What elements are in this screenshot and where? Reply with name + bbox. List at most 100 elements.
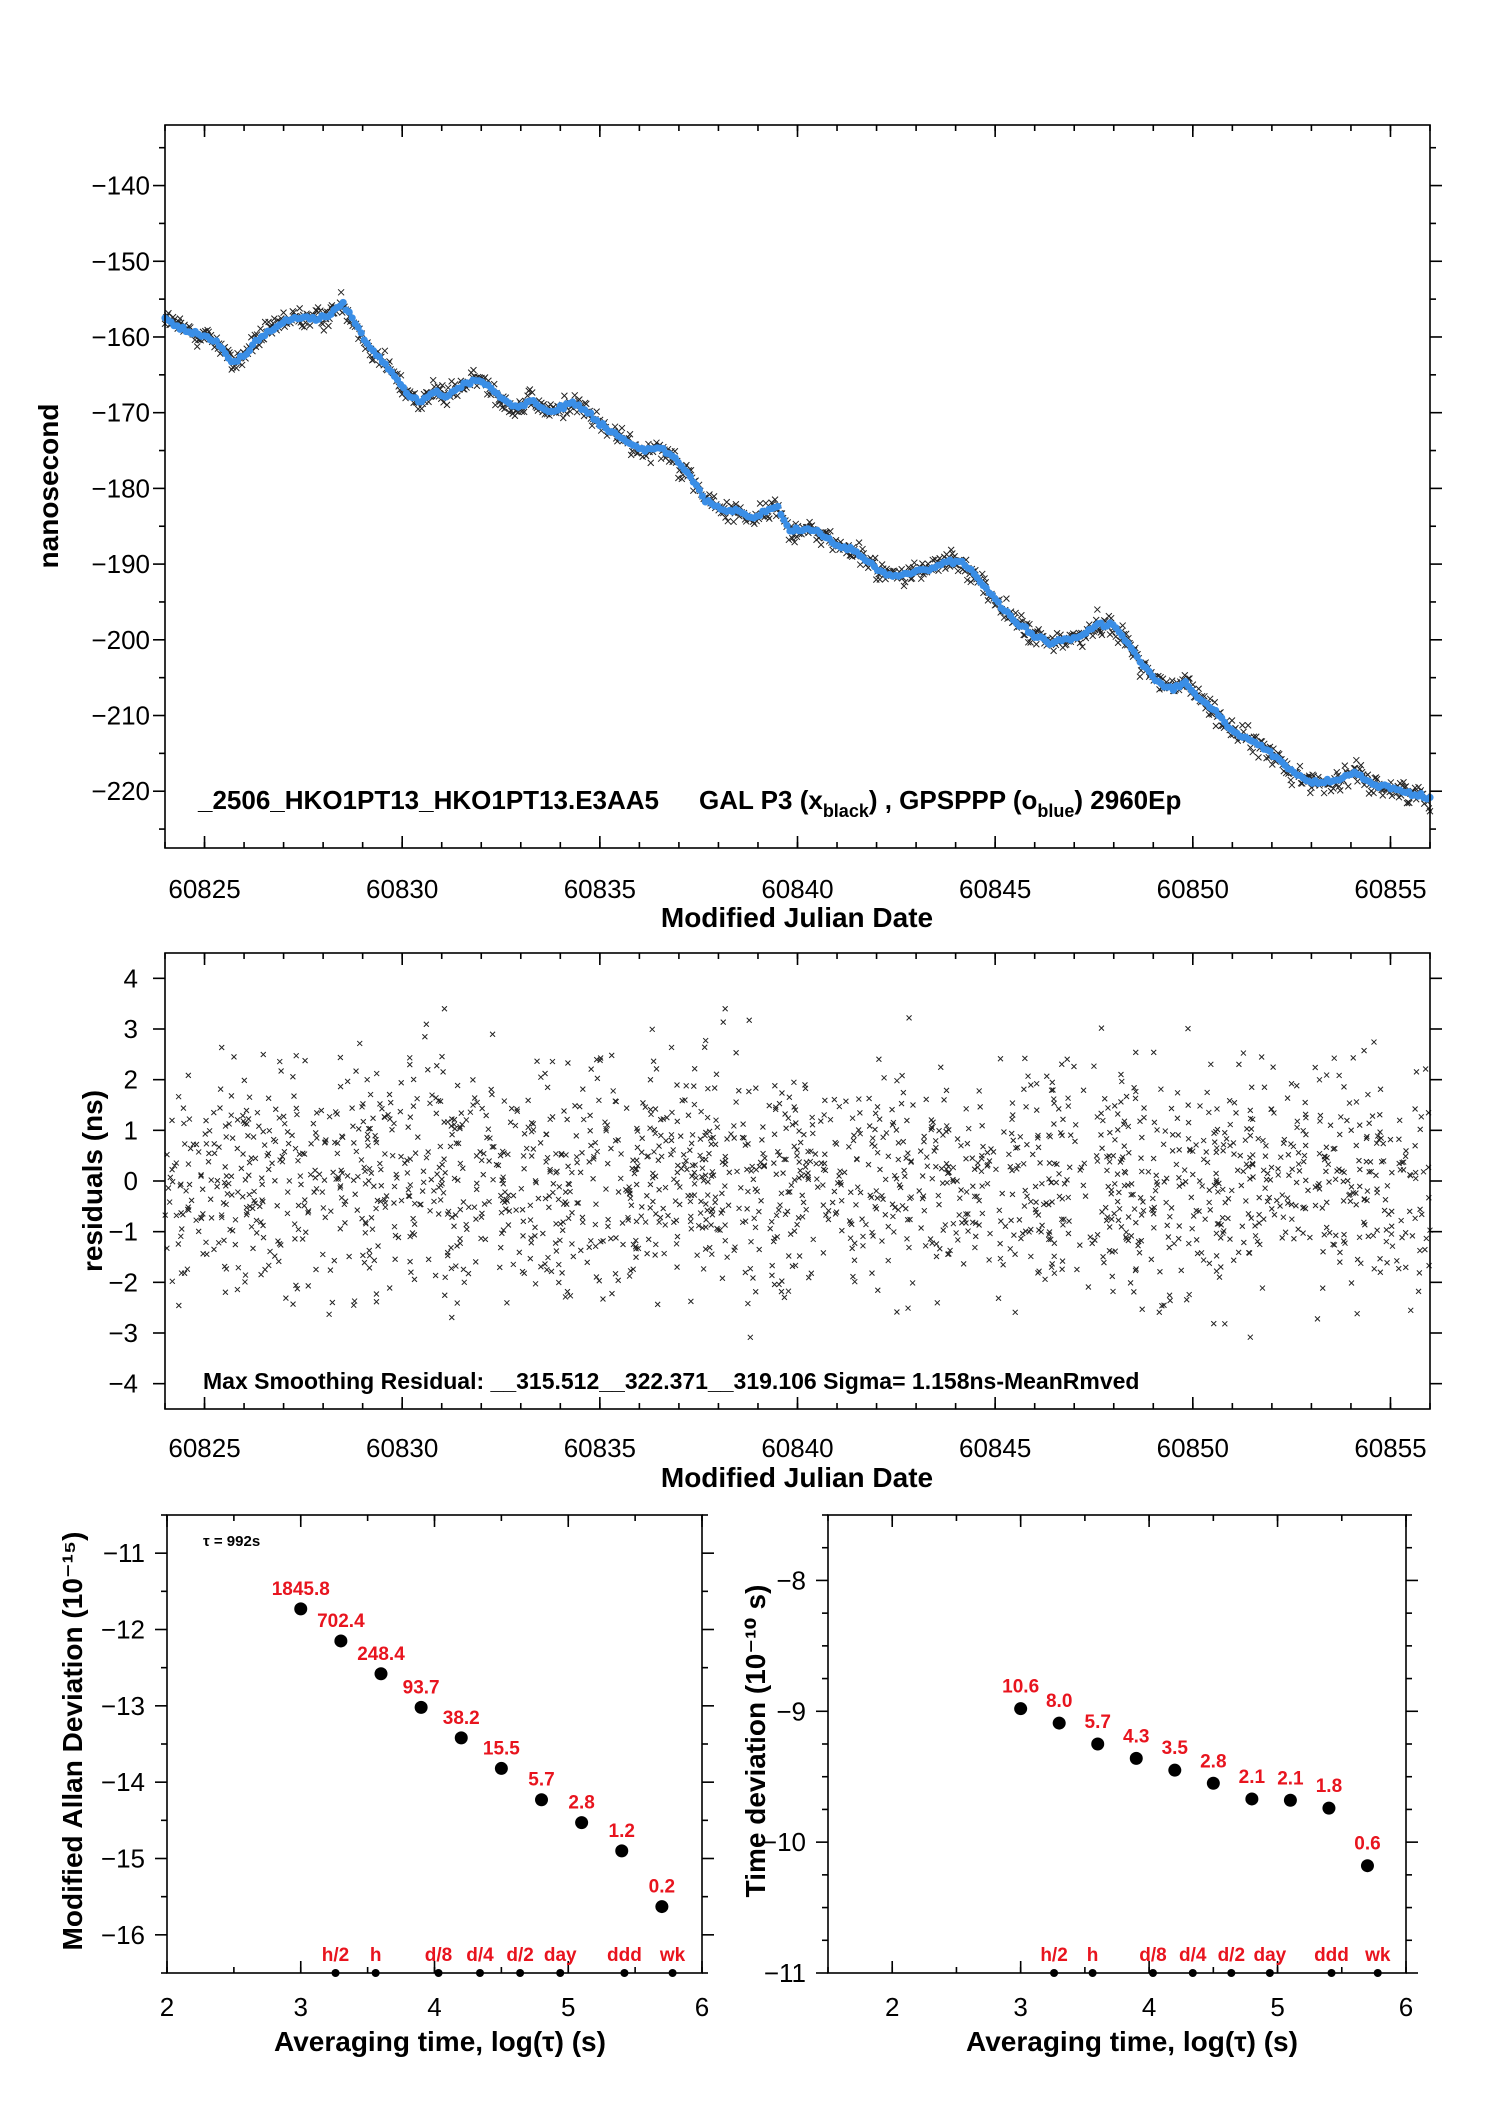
interval-label: day [544,1945,577,1966]
residual-point [980,1143,986,1150]
residual-point [1370,1232,1377,1239]
panel3-points: 1845.8702.4248.493.738.215.55.72.81.20.2… [272,1579,686,1977]
residual-point [695,1222,702,1229]
residual-point [181,1141,188,1147]
residual-point [364,1131,371,1138]
panel2-ylabel: residuals (ns) [77,1090,108,1272]
residual-point [1136,1249,1143,1256]
residual-point [169,1178,176,1185]
interval-label: wk [1364,1945,1391,1966]
residual-point [365,1125,372,1132]
data-point-x [791,538,798,546]
residual-point [1112,1248,1119,1255]
residual-point [1114,1198,1121,1205]
x-tick-label: 60845 [959,1433,1031,1463]
residual-point [419,1188,426,1194]
residual-point [519,1268,526,1275]
residual-point [279,1158,286,1165]
residual-point [1009,1191,1016,1198]
residual-point [437,1098,444,1105]
residual-point [218,1044,225,1051]
residual-point [971,1193,978,1200]
residual-point [1098,1110,1105,1117]
residual-point [1348,1184,1355,1190]
residual-point [1332,1176,1339,1183]
residual-point [719,1207,726,1213]
residual-point [235,1189,241,1195]
residual-point [186,1116,193,1122]
residual-point [290,1301,296,1308]
residual-point [910,1102,916,1108]
residual-point [801,1131,807,1138]
residual-point [1247,1132,1254,1139]
residual-point [553,1248,560,1254]
data-point-x [1035,626,1042,633]
residual-point [1065,1103,1072,1109]
residual-point [326,1311,332,1318]
residual-point [933,1253,940,1260]
residual-point [243,1107,250,1114]
residual-point [1247,1176,1253,1182]
residual-point [395,1234,402,1241]
deviation-label: 1845.8 [272,1579,330,1600]
data-point-x [1288,781,1296,789]
residual-point [702,1129,709,1136]
residual-point [458,1110,465,1116]
residual-point [279,1153,286,1160]
residual-point [543,1159,549,1165]
residual-point [1341,1084,1347,1090]
residual-point [470,1077,476,1083]
residual-point [407,1114,414,1121]
data-point-o [686,472,694,481]
residual-point [1110,1288,1116,1295]
residual-point [687,1213,694,1220]
residual-point [373,1291,380,1297]
annotation-s1sub: black [823,801,870,821]
x-tick-label: 60830 [366,874,438,904]
residual-point [718,1210,725,1216]
residual-point [656,1186,662,1193]
residual-point [238,1165,245,1172]
residual-point [1151,1204,1158,1211]
residual-point [832,1211,839,1217]
residual-point [1158,1086,1164,1093]
residual-point [206,1127,213,1134]
residual-point [1402,1264,1409,1271]
residual-point [463,1117,470,1123]
residual-point [1381,1207,1388,1214]
residual-point [572,1102,578,1109]
residual-point [1353,1201,1360,1208]
residual-point [544,1154,551,1161]
residual-point [449,1131,455,1138]
residual-point [1101,1095,1108,1102]
residual-point [650,1170,656,1177]
residual-point [689,1131,696,1138]
residual-point [1164,1222,1171,1229]
residual-point [662,1222,669,1228]
residual-point [1418,1211,1425,1218]
residual-point [707,1135,714,1142]
residual-point [497,1152,504,1159]
residual-point [1316,1076,1323,1083]
residual-point [528,1239,535,1246]
residual-point [908,1194,915,1200]
residual-point [471,1204,478,1211]
residual-point [657,1116,664,1123]
residual-point [1009,1167,1015,1174]
residual-point [645,1236,652,1243]
residual-point [932,1137,939,1144]
residual-point [663,1137,669,1144]
residual-point [1256,1194,1263,1201]
residual-point [860,1242,866,1249]
residual-point [1288,1201,1295,1208]
residual-point [1216,1274,1223,1280]
residual-point [1189,1171,1196,1178]
residual-point [1039,1222,1045,1229]
residual-point [1048,1179,1055,1186]
residual-point [1270,1064,1276,1070]
residual-point [1399,1159,1405,1166]
residual-point [760,1124,766,1130]
residual-point [214,1183,220,1190]
residual-point [676,1184,683,1190]
residual-point [1312,1064,1319,1071]
